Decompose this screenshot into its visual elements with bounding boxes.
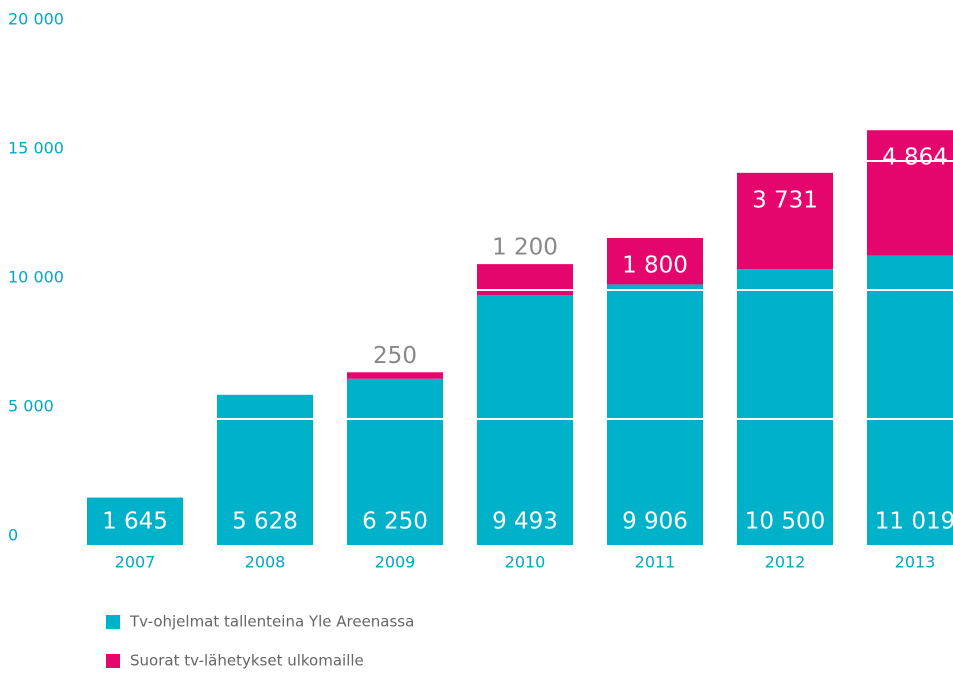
- bar-segment: [737, 269, 833, 545]
- y-tick-label: 20 000: [8, 10, 64, 29]
- bar-segment: [867, 255, 953, 546]
- x-tick-label: 2008: [245, 553, 286, 572]
- bar-segment: [737, 172, 833, 270]
- value-label: 9 906: [622, 509, 688, 535]
- value-label: 5 628: [232, 509, 298, 535]
- bar-segment: [867, 130, 953, 256]
- x-tick-label: 2009: [375, 553, 416, 572]
- bar-segment: [347, 372, 443, 379]
- y-tick-label: 0: [8, 526, 18, 545]
- legend-swatch: [106, 654, 120, 668]
- bar-segment: [87, 497, 183, 545]
- x-tick-label: 2013: [895, 553, 936, 572]
- value-label: 4 864: [882, 145, 948, 171]
- bar-segment: [477, 295, 573, 545]
- value-label: 11 019: [875, 509, 953, 535]
- y-tick-label: 15 000: [8, 139, 64, 158]
- x-tick-label: 2011: [635, 553, 676, 572]
- x-tick-label: 2007: [115, 553, 156, 572]
- value-label: 6 250: [362, 509, 428, 535]
- y-tick-label: 5 000: [8, 397, 54, 416]
- value-label: 9 493: [492, 509, 558, 535]
- value-label: 1 800: [622, 252, 688, 278]
- legend-label: Suorat tv-lähetykset ulkomaille: [130, 652, 364, 670]
- value-label: 10 500: [745, 509, 825, 535]
- value-label: 1 645: [102, 509, 168, 535]
- bar-segment: [347, 378, 443, 545]
- value-label: 250: [373, 343, 417, 369]
- legend-label: Tv-ohjelmat tallenteina Yle Areenassa: [129, 613, 414, 631]
- x-tick-label: 2012: [765, 553, 806, 572]
- legend-swatch: [106, 615, 120, 629]
- bar-segment: [607, 237, 703, 285]
- value-label: 3 731: [752, 187, 818, 213]
- x-tick-label: 2010: [505, 553, 546, 572]
- y-tick-label: 10 000: [8, 268, 64, 287]
- bar-segment: [607, 284, 703, 545]
- value-label: 1 200: [492, 235, 558, 261]
